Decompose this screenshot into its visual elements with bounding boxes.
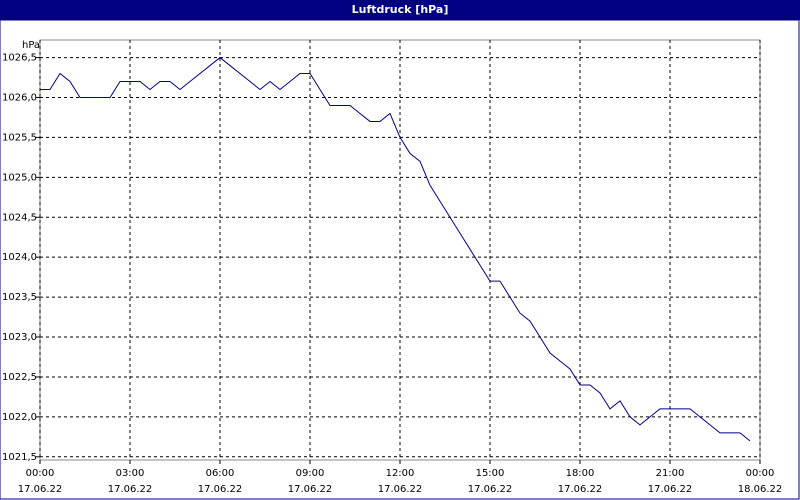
y-tick-label: 1025,5 [2, 132, 37, 143]
x-tick-date: 17.06.22 [198, 484, 243, 495]
y-tick-label: 1023,0 [2, 332, 37, 343]
x-tick-date: 17.06.22 [378, 484, 423, 495]
x-tick-label: 03:00 [116, 468, 145, 479]
x-tick-label: 21:00 [656, 468, 685, 479]
y-tick-label: 1023,5 [2, 292, 37, 303]
x-tick-date: 17.06.22 [648, 484, 693, 495]
x-tick-date: 17.06.22 [108, 484, 153, 495]
y-tick-label: 1026,0 [2, 92, 37, 103]
y-tick-label: 1022,0 [2, 412, 37, 423]
x-tick-date: 17.06.22 [468, 484, 513, 495]
y-tick-label: 1026,5 [2, 53, 37, 64]
chart-title: Luftdruck [hPa] [352, 3, 449, 16]
y-tick-label: 1022,5 [2, 372, 37, 383]
x-tick-label: 09:00 [296, 468, 325, 479]
x-tick-date: 17.06.22 [288, 484, 333, 495]
y-tick-label: 1024,5 [2, 212, 37, 223]
data-line [40, 56, 751, 442]
y-tick-label: 1021,5 [2, 452, 37, 463]
x-tick-label: 12:00 [386, 468, 415, 479]
x-tick-label: 00:00 [746, 468, 775, 479]
y-tick-label: 1025,0 [2, 172, 37, 183]
y-axis-label: hPa [22, 40, 40, 51]
x-tick-date: 17.06.22 [558, 484, 603, 495]
x-tick-label: 15:00 [476, 468, 505, 479]
x-tick-label: 00:00 [26, 468, 55, 479]
x-tick-label: 06:00 [206, 468, 235, 479]
title-bar [0, 0, 800, 20]
x-tick-date: 18.06.22 [738, 484, 783, 495]
y-tick-label: 1024,0 [2, 252, 37, 263]
x-tick-label: 18:00 [566, 468, 595, 479]
x-tick-date: 17.06.22 [18, 484, 63, 495]
